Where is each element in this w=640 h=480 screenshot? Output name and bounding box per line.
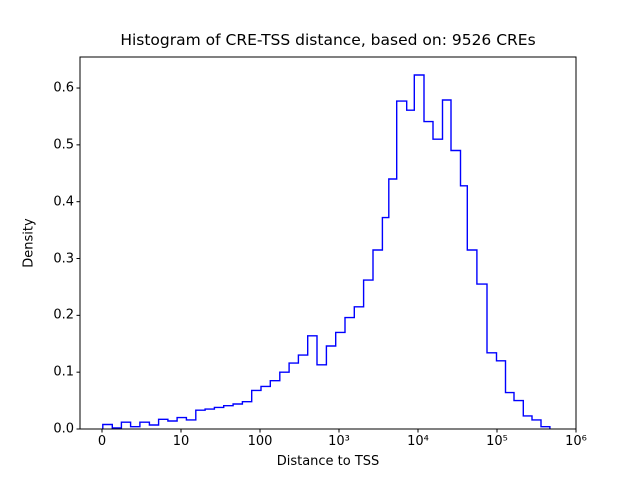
x-tick-label-10³: 10³ bbox=[328, 434, 350, 449]
x-tick-label-0: 0 bbox=[97, 434, 107, 449]
x-tick-label-10⁴: 10⁴ bbox=[407, 434, 429, 449]
y-axis-label: Density bbox=[21, 218, 37, 268]
axis-tick-marks bbox=[76, 87, 577, 433]
x-tick-label-10⁵: 10⁵ bbox=[486, 434, 508, 449]
x-tick-label-10⁶: 10⁶ bbox=[565, 434, 587, 449]
y-tick-label-0.4: 0.4 bbox=[53, 194, 74, 210]
x-tick-label-10: 10 bbox=[172, 434, 190, 449]
axes-spines bbox=[79, 56, 577, 430]
y-tick-label-0.1: 0.1 bbox=[53, 364, 74, 380]
y-tick-label-0.2: 0.2 bbox=[53, 307, 74, 323]
x-axis-label: Distance to TSS bbox=[276, 454, 380, 469]
histogram-step-line bbox=[102, 74, 551, 429]
y-tick-label-0.0: 0.0 bbox=[53, 421, 74, 437]
x-tick-label-100: 100 bbox=[247, 434, 273, 449]
chart-title: Histogram of CRE-TSS distance, based on:… bbox=[120, 31, 536, 49]
y-tick-label-0.6: 0.6 bbox=[53, 80, 74, 96]
y-tick-label-0.5: 0.5 bbox=[53, 137, 74, 153]
y-tick-label-0.3: 0.3 bbox=[53, 251, 74, 266]
